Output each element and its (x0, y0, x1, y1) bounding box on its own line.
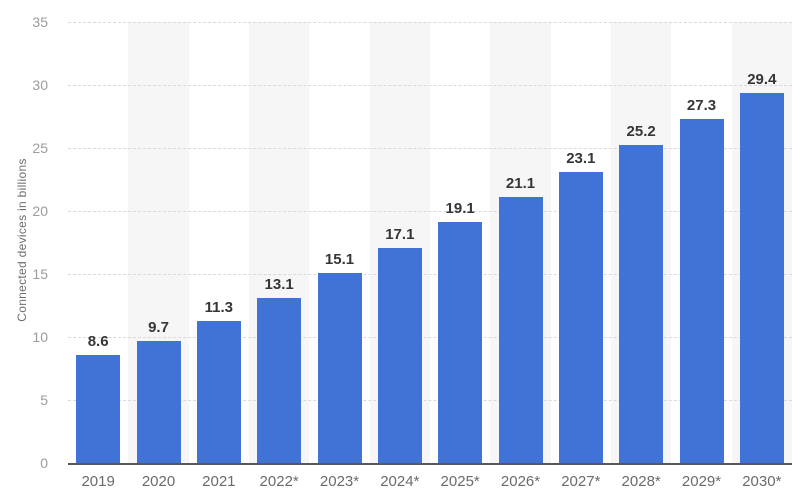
y-axis-title: Connected devices in billions (15, 158, 29, 322)
bar-value-label: 8.6 (87, 332, 109, 350)
bar (619, 145, 664, 463)
x-axis-tick-label: 2019 (81, 473, 115, 490)
gridline (68, 273, 792, 275)
bar (317, 272, 362, 463)
bar-value-label: 13.1 (264, 275, 294, 293)
bar (438, 222, 483, 463)
bar-value-label: 25.2 (626, 123, 656, 141)
bar-value-label: 17.1 (385, 225, 415, 243)
bar-value-label: 19.1 (445, 200, 475, 218)
y-axis-tick-label: 15 (32, 266, 48, 282)
x-axis-tick-label: 2026* (500, 473, 541, 490)
y-axis-tick-label: 30 (32, 77, 48, 93)
x-axis-tick-label: 2025* (440, 473, 480, 490)
bar-value-label: 9.7 (148, 318, 169, 336)
bar (498, 197, 543, 463)
bar (377, 247, 422, 463)
y-axis-tick-label: 0 (40, 455, 48, 471)
bar (257, 297, 302, 463)
x-axis-tick-label: 2022* (259, 473, 299, 490)
x-axis-tick-label: 2029* (681, 473, 722, 490)
x-axis-tick-label: 2021 (202, 473, 236, 490)
y-axis-tick-label: 35 (32, 14, 48, 30)
gridline (68, 147, 792, 149)
x-axis-line (68, 463, 792, 465)
bar-value-label: 23.1 (566, 149, 596, 167)
gridline (68, 210, 792, 212)
gridline (68, 399, 792, 401)
bar-value-label: 21.1 (505, 175, 536, 193)
x-axis-tick-label: 2027* (561, 473, 601, 490)
bar-value-label: 29.4 (747, 70, 777, 88)
bar (136, 340, 181, 463)
bar-value-label: 11.3 (204, 298, 234, 316)
x-axis-tick-label: 2020 (141, 473, 176, 490)
bar (76, 354, 121, 463)
x-axis-tick-label: 2028* (621, 473, 661, 490)
gridline (68, 84, 792, 86)
x-axis-tick-label: 2023* (319, 473, 360, 490)
gridline (68, 21, 792, 23)
bar-value-label: 27.3 (686, 97, 717, 115)
y-axis-tick-label: 25 (32, 140, 48, 156)
y-axis-tick-label: 20 (32, 203, 48, 219)
bar-value-label: 15.1 (324, 250, 355, 268)
x-axis-tick-label: 2024* (380, 473, 420, 490)
bar (739, 92, 784, 463)
bar (558, 171, 603, 463)
x-axis-tick-label: 2030* (742, 473, 782, 490)
y-axis-tick-label: 5 (40, 392, 48, 408)
bar (196, 320, 241, 463)
y-axis-tick-label: 10 (32, 329, 48, 345)
gridline (68, 336, 792, 338)
bar (679, 119, 724, 463)
